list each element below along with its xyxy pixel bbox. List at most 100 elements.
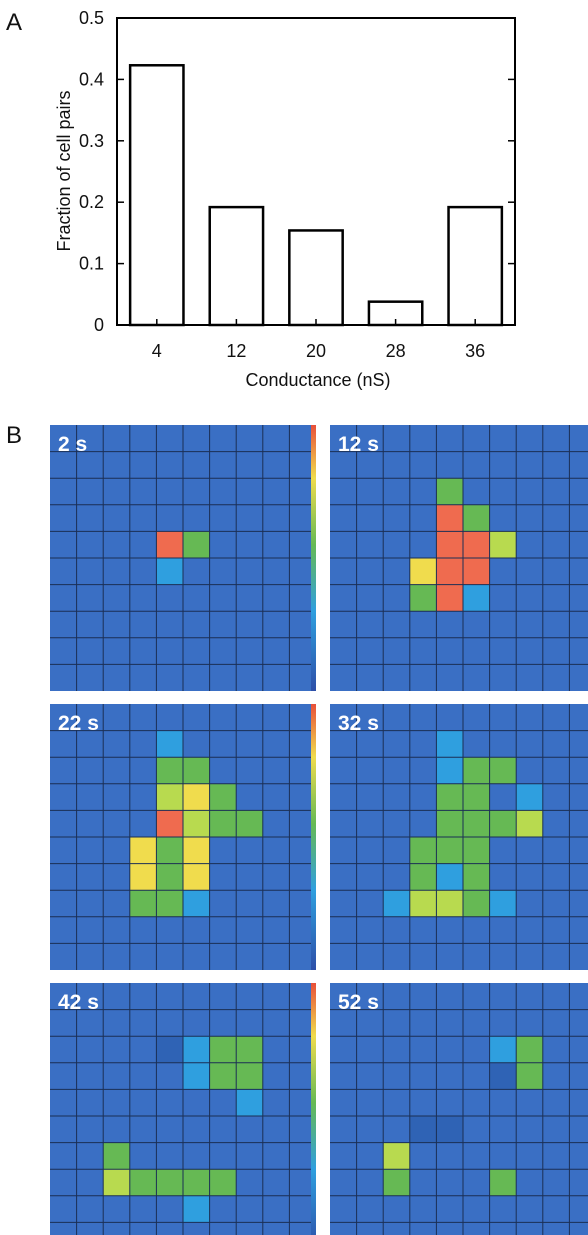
- heatmap-cell: [436, 1116, 463, 1143]
- heatmap-cell: [156, 890, 183, 917]
- heatmap-cell: [463, 837, 490, 864]
- heatmap-cell: [156, 810, 183, 837]
- heatmap-cell: [236, 810, 263, 837]
- heatmap-cell: [436, 890, 463, 917]
- heatmap-grid: [50, 983, 316, 1235]
- heatmap-cell: [516, 1036, 543, 1063]
- heatmap-cell: [156, 863, 183, 891]
- color-scale-strip: [311, 704, 316, 970]
- heatmap-cell: [436, 810, 463, 837]
- y-axis-title: Fraction of cell pairs: [54, 90, 74, 251]
- y-ticks: 0 0.1 0.2 0.3 0.4 0.5: [79, 8, 515, 335]
- heatmap-cell: [156, 531, 183, 558]
- heatmap-grid: [330, 425, 588, 691]
- heatmap-background: [330, 983, 588, 1235]
- heatmap-cell: [436, 837, 463, 864]
- heatmap-cell: [156, 757, 183, 784]
- heatmap-grid: [50, 704, 316, 970]
- heatmap-cell: [436, 504, 463, 532]
- heatmap-cell: [156, 783, 183, 811]
- heatmap-cell: [489, 531, 517, 558]
- y-tick-label-0.5: 0.5: [79, 8, 104, 28]
- time-label: 42 s: [58, 991, 99, 1014]
- heatmap-cell: [463, 863, 490, 891]
- heatmap-grid: [330, 983, 588, 1235]
- heatmap-cell: [156, 837, 183, 864]
- heatmap-cell: [183, 1062, 210, 1090]
- heatmap-cell: [463, 890, 490, 917]
- heatmap-cell: [103, 1142, 130, 1170]
- heatmap-panels: 2 s 12 s 22 s 32 s 42 s 52 s: [50, 425, 588, 1235]
- heatmap-cell: [129, 837, 157, 864]
- heatmap-cell: [129, 890, 157, 917]
- bar-20: [288, 229, 344, 327]
- heatmap-cell: [409, 837, 437, 864]
- heatmap-cell: [489, 1036, 517, 1063]
- bar-4: [128, 64, 185, 327]
- heatmap-cell: [436, 478, 463, 505]
- heatmap-cell: [183, 531, 210, 558]
- heatmap-cell: [383, 1169, 410, 1196]
- heatmap-cell: [103, 1169, 130, 1196]
- heatmap-12s: 12 s: [330, 425, 588, 691]
- x-ticks: 4 12 20 28 36: [152, 319, 485, 361]
- x-tick-label-4: 4: [152, 341, 162, 361]
- color-scale-strip: [311, 983, 316, 1235]
- heatmap-cell: [383, 1142, 410, 1170]
- heatmap-cell: [436, 783, 463, 811]
- heatmap-cell: [489, 1169, 517, 1196]
- bar-36: [447, 205, 504, 327]
- heatmap-grid: [330, 704, 588, 970]
- heatmap-22s: 22 s: [50, 704, 316, 970]
- bar-12: [208, 205, 265, 327]
- panel-b-letter: B: [6, 422, 22, 449]
- y-tick-label-0.2: 0.2: [79, 192, 104, 212]
- heatmap-cell: [236, 1036, 263, 1063]
- heatmap-cell: [183, 1169, 210, 1196]
- heatmap-cell: [209, 1169, 237, 1196]
- heatmap-cell: [409, 584, 437, 612]
- x-tick-label-28: 28: [386, 341, 406, 361]
- heatmap-cell: [156, 730, 183, 758]
- heatmap-cell: [409, 890, 437, 917]
- heatmap-cell: [183, 757, 210, 784]
- heatmap-cell: [489, 1062, 517, 1090]
- heatmap-cell: [436, 584, 463, 612]
- heatmap-42s: 42 s: [50, 983, 316, 1235]
- heatmap-cell: [183, 1195, 210, 1223]
- color-scale-strip: [311, 425, 316, 691]
- heatmap-cell: [436, 531, 463, 558]
- heatmap-cell: [463, 757, 490, 784]
- bar-chart: 0 0.1 0.2 0.3 0.4 0.5 4 12 20 28 36 Conductance (…: [54, 8, 516, 390]
- y-tick-label-0.1: 0.1: [79, 254, 104, 274]
- heatmap-52s: 52 s: [330, 983, 588, 1235]
- heatmap-cell: [463, 558, 490, 585]
- heatmap-cell: [436, 730, 463, 758]
- heatmap-cell: [236, 1089, 263, 1116]
- x-tick-label-36: 36: [465, 341, 485, 361]
- heatmap-cell: [489, 757, 517, 784]
- heatmap-cell: [436, 863, 463, 891]
- heatmap-cell: [463, 783, 490, 811]
- heatmap-cell: [209, 1062, 237, 1090]
- heatmap-cell: [463, 584, 490, 612]
- heatmap-cell: [516, 1062, 543, 1090]
- heatmap-cell: [463, 504, 490, 532]
- y-tick-label-0: 0: [94, 315, 104, 335]
- heatmap-grid: [50, 425, 316, 691]
- heatmap-cell: [183, 837, 210, 864]
- heatmap-cell: [383, 890, 410, 917]
- y-tick-label-0.3: 0.3: [79, 131, 104, 151]
- heatmap-cell: [409, 1116, 437, 1143]
- heatmap-cell: [463, 810, 490, 837]
- time-label: 22 s: [58, 712, 99, 735]
- panel-a-letter: A: [6, 9, 22, 36]
- heatmap-cell: [489, 890, 517, 917]
- heatmap-cell: [236, 1062, 263, 1090]
- heatmap-cell: [183, 783, 210, 811]
- heatmap-cell: [183, 1036, 210, 1063]
- heatmap-cell: [156, 558, 183, 585]
- heatmap-2s: 2 s: [50, 425, 316, 691]
- heatmap-cell: [209, 810, 237, 837]
- heatmap-cell: [156, 1036, 183, 1063]
